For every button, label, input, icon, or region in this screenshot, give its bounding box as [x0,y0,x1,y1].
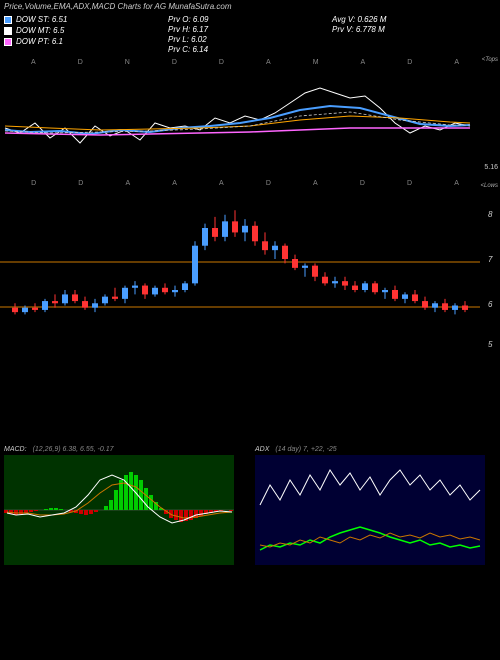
adx-panel: ADX (14 day) 7, +22, -25 [255,446,496,565]
avg-stat: Prv V: 6.778 M [332,25,496,34]
svg-text:6: 6 [488,300,493,309]
chart-title: Price,Volume,EMA,ADX,MACD Charts for AG … [0,0,500,13]
dow-indicator: DOW MT: 6.5 [4,26,168,35]
tick-mark: N [125,59,130,66]
dow-indicator: DOW PT: 6.1 [4,37,168,46]
header-stats: DOW ST: 6.51 DOW MT: 6.5 DOW PT: 6.1 Prv O… [0,13,500,57]
tick-mark: M [313,59,319,66]
tick-mark: D [266,180,271,187]
tick-mark: A [454,180,459,187]
tick-mark: D [407,180,412,187]
line-chart-area: A D N D D A M A D A <Tops 5.16 D D A A A D A D D A <Lows [0,57,500,189]
tick-mark: D [360,180,365,187]
avg-stat: Avg V: 0.626 M [332,15,496,24]
tick-mark: D [219,59,224,66]
adx-label: ADX [255,446,269,453]
tick-mark: D [78,180,83,187]
tick-mark: D [31,180,36,187]
tick-mark: D [172,59,177,66]
svg-text:7: 7 [488,255,493,264]
tops-label: <Tops [482,57,498,63]
tick-mark: A [31,59,36,66]
prev-stat: Prv L: 6.02 [168,35,332,44]
macd-params: (12,26,9) 6.38, 6.55, -0.17 [33,446,114,453]
svg-text:5: 5 [488,340,493,349]
lows-label: <Lows [480,183,498,189]
adx-params: (14 day) 7, +22, -25 [275,446,336,453]
macd-label: MACD: [4,446,27,453]
dow-indicator: DOW ST: 6.51 [4,15,168,24]
tick-mark: A [219,180,224,187]
prev-stat: Prv H: 6.17 [168,25,332,34]
macd-panel: MACD: (12,26,9) 6.38, 6.55, -0.17 [4,446,245,565]
tick-mark: D [407,59,412,66]
indicators-section: MACD: (12,26,9) 6.38, 6.55, -0.17 ADX (1… [0,442,500,569]
tick-mark: A [454,59,459,66]
svg-text:8: 8 [488,210,493,219]
tick-mark: A [172,180,177,187]
prev-stat: Prv O: 6.09 [168,15,332,24]
candle-chart-area: 8 7 6 5 [0,197,500,352]
tick-mark: A [361,59,366,66]
price-label: 5.16 [484,164,498,171]
tick-mark: D [78,59,83,66]
tick-mark: A [266,59,271,66]
tick-mark: A [313,180,318,187]
prev-stat: Prv C: 6.14 [168,45,332,54]
tick-mark: A [125,180,130,187]
